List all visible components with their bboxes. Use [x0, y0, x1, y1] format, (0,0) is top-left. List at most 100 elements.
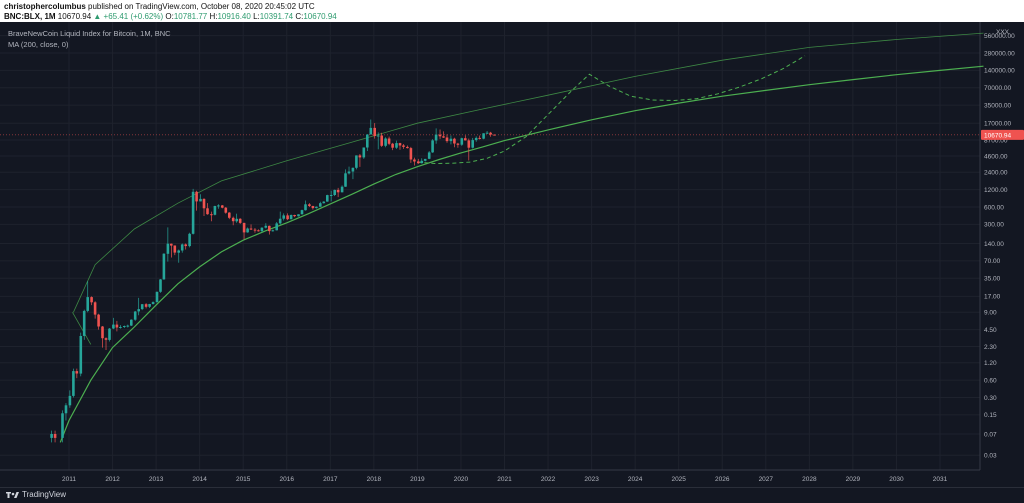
candle-body	[373, 127, 376, 136]
candle-body	[369, 127, 373, 135]
price-tick-label: 8700.00	[984, 137, 1008, 144]
candle-body	[289, 215, 293, 220]
price-tick-label: 17.00	[984, 294, 1001, 301]
candle-body	[333, 189, 336, 195]
candle-body	[271, 230, 275, 232]
chart-area[interactable]: 560000.00 280000.00 140000.00 70000.00 35000…	[0, 22, 1024, 487]
candle-body	[391, 143, 394, 148]
candle-body	[420, 160, 424, 164]
candle-body	[293, 215, 296, 217]
candle-body	[213, 206, 217, 215]
candle-body	[72, 371, 75, 396]
candle-body	[402, 145, 405, 147]
ohlc-line: BNC:BLX, 1M 10670.94 ▲ +65.41 (+0.62%) O…	[4, 12, 337, 21]
candle-body	[493, 134, 496, 136]
candle-body	[362, 147, 366, 158]
candle-body	[275, 223, 278, 231]
candle-body	[238, 218, 242, 223]
candle-body	[61, 413, 64, 438]
time-tick-label: 2022	[541, 476, 556, 483]
legend-indicator[interactable]: MA (200, close, 0)	[8, 40, 69, 49]
candle-body	[148, 304, 151, 307]
candle-body	[242, 222, 246, 233]
time-tick-label: 2012	[105, 476, 120, 483]
candle-body	[471, 140, 474, 148]
time-tick-label: 2025	[671, 476, 686, 483]
candle-body	[195, 191, 198, 202]
candle-body	[104, 338, 108, 340]
candle-body	[344, 173, 347, 187]
candle-body	[438, 134, 442, 137]
candle-body	[64, 405, 68, 414]
close-value: 10670.94	[303, 12, 337, 21]
low-label: L:	[253, 12, 260, 21]
time-tick-label: 2015	[236, 476, 251, 483]
footer-brand[interactable]: TradingView	[22, 490, 67, 499]
price-tick-label: 35.00	[984, 276, 1001, 283]
candle-body	[376, 135, 380, 137]
price-tick-label: 1200.00	[984, 187, 1008, 194]
candle-body	[449, 138, 453, 142]
high-value: 10916.40	[217, 12, 251, 21]
candle-body	[358, 155, 362, 158]
candle-body	[90, 297, 93, 303]
candle-body	[485, 132, 489, 134]
time-tick-label: 2030	[889, 476, 904, 483]
price-tick-label: 2.30	[984, 344, 997, 351]
candle-body	[180, 244, 184, 251]
candle-body	[423, 158, 427, 161]
time-tick-label: 2021	[497, 476, 512, 483]
candle-body	[434, 134, 438, 141]
time-tick-label: 2013	[149, 476, 164, 483]
candle-body	[79, 336, 83, 374]
price-tick-label: 140000.00	[984, 68, 1015, 75]
time-tick-label: 2026	[715, 476, 730, 483]
candle-body	[384, 138, 387, 146]
tradingview-logo-icon	[6, 492, 19, 498]
candle-body	[319, 203, 322, 207]
chart-header: christophercolumbus published on Trading…	[0, 0, 1024, 22]
price-tick-label: 600.00	[984, 204, 1004, 211]
candle-body	[249, 228, 253, 230]
candle-body	[460, 138, 464, 145]
price-tick-label: 17000.00	[984, 121, 1011, 128]
candle-body	[155, 291, 159, 303]
candle-body	[112, 324, 115, 329]
candle-body	[82, 310, 86, 336]
high-label: H:	[209, 12, 218, 21]
candle-body	[217, 205, 220, 207]
candle-body	[336, 189, 340, 193]
candle-body	[210, 214, 213, 216]
legend-title: BraveNewCoin Liquid Index for Bitcoin, 1…	[8, 29, 171, 38]
price-tick-label: 70000.00	[984, 85, 1011, 92]
candle-body	[159, 279, 162, 292]
candle-body	[326, 195, 329, 202]
candle-body	[340, 186, 344, 193]
price-axis-extra-label: XXX	[996, 29, 1010, 36]
candle-body	[311, 206, 315, 209]
candle-body	[406, 146, 409, 149]
candle-body	[68, 395, 72, 406]
author-name[interactable]: christophercolumbus	[4, 2, 86, 11]
price-chart[interactable]: 560000.00 280000.00 140000.00 70000.00 35000…	[0, 22, 1024, 487]
price-tick-label: 70.00	[984, 258, 1001, 265]
time-tick-label: 2024	[628, 476, 643, 483]
price-tick-label: 2400.00	[984, 170, 1008, 177]
chart-legend: BraveNewCoin Liquid Index for Bitcoin, 1…	[8, 28, 171, 50]
candle-body	[257, 230, 260, 232]
candle-body	[137, 309, 140, 312]
price-change: ▲ +65.41 (+0.62%)	[93, 12, 164, 21]
candle-body	[478, 137, 481, 139]
candle-body	[188, 233, 191, 247]
candle-body	[202, 198, 206, 209]
curve-early-wedge	[72, 312, 92, 345]
candle-body	[199, 198, 202, 202]
candle-body	[166, 243, 170, 254]
candle-body	[445, 137, 449, 142]
close-label: C:	[295, 12, 304, 21]
publish-line: christophercolumbus published on Trading…	[4, 2, 315, 11]
candle-body	[231, 217, 235, 222]
price-tick-label: 300.00	[984, 222, 1004, 229]
candle-body	[417, 161, 420, 164]
price-tick-label: 560000.00	[984, 33, 1015, 40]
